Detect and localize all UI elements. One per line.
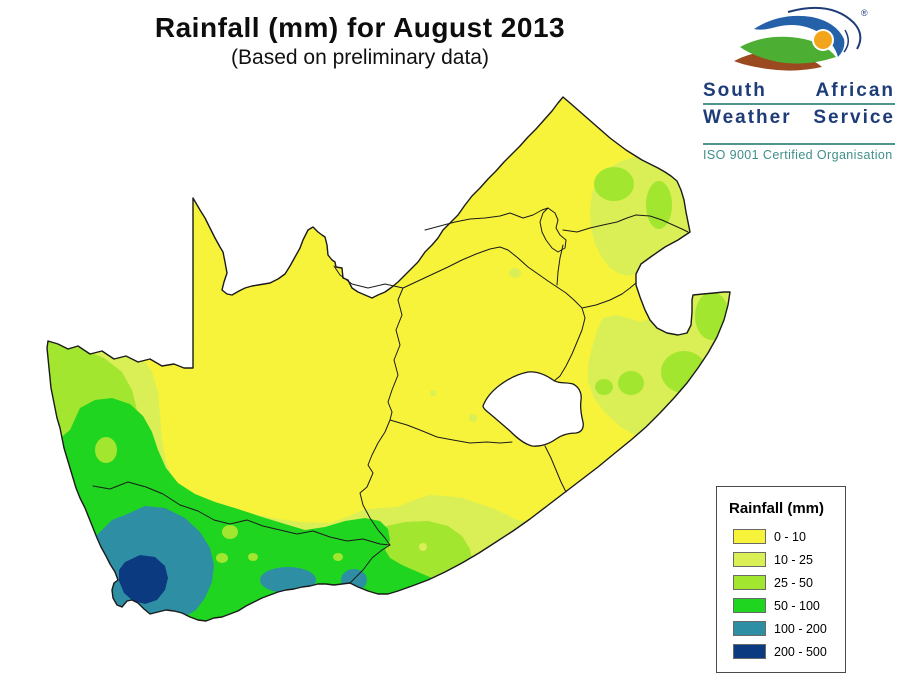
logo-name-line1: South African <box>703 80 895 105</box>
logo-word-african: African <box>815 80 895 101</box>
legend-label: 10 - 25 <box>774 552 813 567</box>
spot-25-50 <box>216 553 228 563</box>
land-base-0-10 <box>47 97 730 621</box>
legend-label: 50 - 100 <box>774 598 820 613</box>
logo-name-line2: Weather Service <box>703 107 895 129</box>
spot-25-50 <box>95 437 117 463</box>
saws-logo-swoosh-icon: ® <box>734 6 868 71</box>
legend-row: 0 - 10 <box>717 525 845 548</box>
legend-swatch <box>733 529 766 544</box>
title-block: Rainfall (mm) for August 2013 (Based on … <box>20 12 700 70</box>
legend-swatch <box>733 621 766 636</box>
blob-25-50-east <box>594 167 634 201</box>
legend-swatch <box>733 575 766 590</box>
legend-box: Rainfall (mm) 0 - 10 10 - 25 25 - 50 50 - 1… <box>716 486 846 673</box>
blob-25-50-east <box>646 181 672 229</box>
swoosh-blue <box>754 15 845 58</box>
legend-row: 10 - 25 <box>717 548 845 571</box>
logo-divider <box>703 143 895 145</box>
band-200-500-capepeninsula <box>119 555 168 604</box>
spot-25-50 <box>248 553 258 561</box>
blob-25-50-kzn <box>595 379 613 395</box>
saws-logo: ® South African Weather Service ISO 9001… <box>703 4 895 162</box>
legend-label: 25 - 50 <box>774 575 813 590</box>
registered-mark: ® <box>861 8 868 18</box>
legend-label: 200 - 500 <box>774 644 827 659</box>
lesotho-hole <box>482 371 584 447</box>
spot-25-50 <box>333 553 343 561</box>
spot-10-25 <box>509 268 521 278</box>
legend-swatch <box>733 644 766 659</box>
blob-100-200-coast <box>341 569 367 591</box>
swoosh-green <box>740 36 836 64</box>
spot-10-25 <box>430 390 436 396</box>
legend-items: 0 - 10 10 - 25 25 - 50 50 - 100 100 - 200 200… <box>717 525 845 663</box>
logo-word-south: South <box>703 80 767 101</box>
logo-tagline: ISO 9001 Certified Organisation <box>703 148 893 162</box>
spot-10-25 <box>419 543 427 551</box>
logo-outer-arc <box>787 6 862 50</box>
logo-word-weather: Weather <box>703 107 792 128</box>
legend-label: 0 - 10 <box>774 529 806 544</box>
legend-row: 100 - 200 <box>717 617 845 640</box>
legend-title: Rainfall (mm) <box>729 500 825 517</box>
sun-icon <box>814 31 832 49</box>
legend-label: 100 - 200 <box>774 621 827 636</box>
logo-word-service: Service <box>813 107 895 128</box>
legend-row: 25 - 50 <box>717 571 845 594</box>
blob-25-50-kzn <box>695 292 729 340</box>
spot-10-25 <box>469 414 477 422</box>
logo-inner-arc <box>843 29 849 53</box>
spot-25-50 <box>222 525 238 539</box>
page-subtitle: (Based on preliminary data) <box>231 46 489 69</box>
legend-swatch <box>733 598 766 613</box>
province-borders <box>92 207 689 584</box>
legend-row: 200 - 500 <box>717 640 845 663</box>
legend-row: 50 - 100 <box>717 594 845 617</box>
legend-swatch <box>733 552 766 567</box>
national-border <box>46 96 731 622</box>
blob-25-50-kzn <box>618 371 644 395</box>
page-title: Rainfall (mm) for August 2013 <box>154 12 566 43</box>
